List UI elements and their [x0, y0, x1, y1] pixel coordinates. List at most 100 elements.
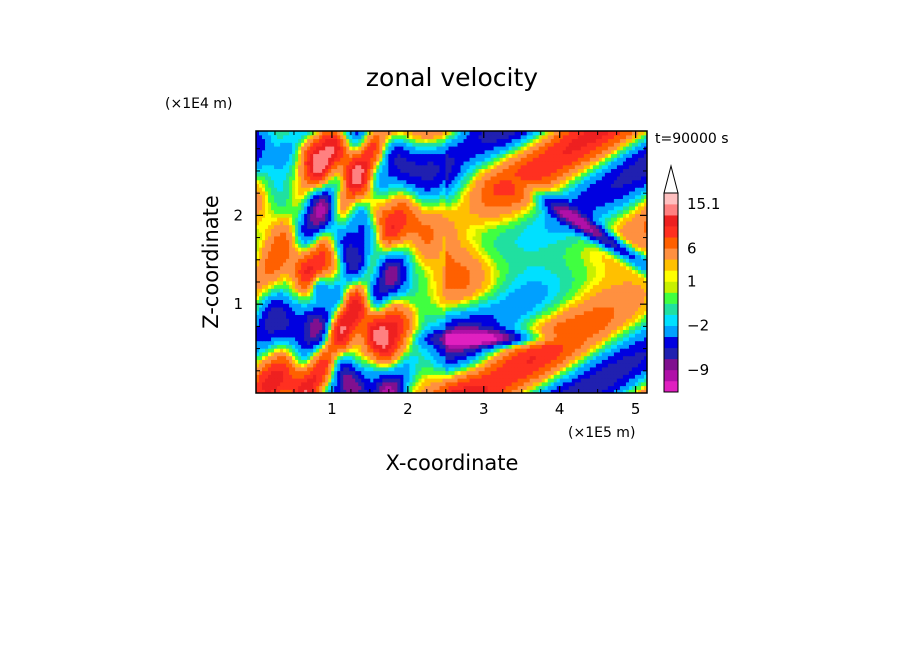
field-cell [358, 359, 362, 364]
field-cell [565, 385, 570, 390]
field-cell [475, 269, 480, 274]
field-cell [283, 265, 287, 271]
field-cell [298, 329, 302, 334]
field-cell [598, 359, 603, 364]
field-cell [613, 265, 618, 271]
field-cell [316, 276, 320, 282]
field-cell [265, 366, 269, 372]
field-cell [283, 385, 287, 390]
field-cell [637, 363, 642, 368]
field-cell [418, 284, 423, 289]
field-cell [292, 306, 296, 312]
field-cell [625, 250, 630, 256]
field-cell [391, 265, 395, 271]
field-cell [262, 306, 266, 312]
field-cell [376, 325, 380, 330]
field-cell [334, 359, 338, 364]
field-cell [439, 370, 444, 375]
field-cell [403, 265, 407, 271]
field-cell [628, 359, 633, 364]
field-cell [403, 254, 407, 259]
field-cell [400, 340, 404, 345]
field-cell [448, 321, 453, 327]
field-cell [370, 321, 374, 327]
field-cell [493, 336, 498, 342]
field-cell [589, 385, 594, 390]
field-cell [334, 333, 338, 338]
field-cell [463, 340, 468, 345]
field-cell [346, 269, 350, 274]
field-cell [439, 363, 444, 368]
field-cell [595, 378, 600, 383]
field-cell [304, 288, 308, 293]
field-cell [616, 299, 621, 304]
field-cell [631, 314, 636, 319]
field-cell [349, 329, 353, 334]
field-cell [628, 265, 633, 271]
field-cell [430, 348, 435, 353]
field-cell [640, 269, 645, 274]
field-cell [565, 329, 570, 334]
field-cell [256, 389, 260, 393]
field-cell [487, 303, 492, 308]
field-cell [295, 381, 299, 387]
field-cell [262, 303, 266, 308]
field-cell [487, 295, 492, 301]
field-cell [493, 303, 498, 308]
field-cell [421, 325, 426, 330]
field-cell [382, 363, 386, 368]
field-cell [508, 288, 513, 293]
field-cell [457, 381, 462, 387]
field-cell [256, 333, 260, 338]
field-cell [292, 333, 296, 338]
field-cell [262, 329, 266, 334]
field-cell [616, 348, 621, 353]
field-cell [595, 265, 600, 271]
field-cell [619, 265, 624, 271]
field-cell [418, 321, 423, 327]
field-cell [280, 370, 284, 375]
field-cell [301, 359, 305, 364]
field-cell [556, 318, 561, 323]
field-cell [376, 284, 380, 289]
field-cell [313, 389, 317, 393]
field-cell [628, 280, 633, 286]
field-cell [640, 299, 645, 304]
field-cell [283, 258, 287, 263]
field-cell [319, 378, 323, 383]
field-cell [505, 280, 510, 286]
field-cell [316, 295, 320, 301]
field-cell [361, 333, 365, 338]
field-cell [634, 250, 639, 256]
field-cell [259, 310, 263, 315]
field-cell [577, 333, 582, 338]
field-cell [472, 269, 477, 274]
field-cell [640, 340, 645, 345]
field-cell [307, 276, 311, 282]
field-cell [295, 321, 299, 327]
field-cell [619, 370, 624, 375]
field-cell [457, 366, 462, 372]
field-cell [256, 276, 260, 282]
field-cell [589, 295, 594, 301]
field-cell [496, 336, 501, 342]
field-cell [487, 314, 492, 319]
field-cell [271, 314, 275, 319]
field-cell [427, 325, 432, 330]
field-cell [286, 329, 290, 334]
field-cell [403, 329, 407, 334]
field-cell [526, 348, 531, 353]
field-cell [472, 385, 477, 390]
field-cell [529, 288, 534, 293]
field-cell [511, 329, 516, 334]
field-cell [325, 355, 329, 360]
field-cell [340, 310, 344, 315]
field-cell [262, 355, 266, 360]
field-cell [436, 321, 441, 327]
field-cell [265, 363, 269, 368]
field-cell [268, 318, 272, 323]
field-cell [418, 318, 423, 323]
field-cell [574, 276, 579, 282]
field-cell [373, 299, 377, 304]
